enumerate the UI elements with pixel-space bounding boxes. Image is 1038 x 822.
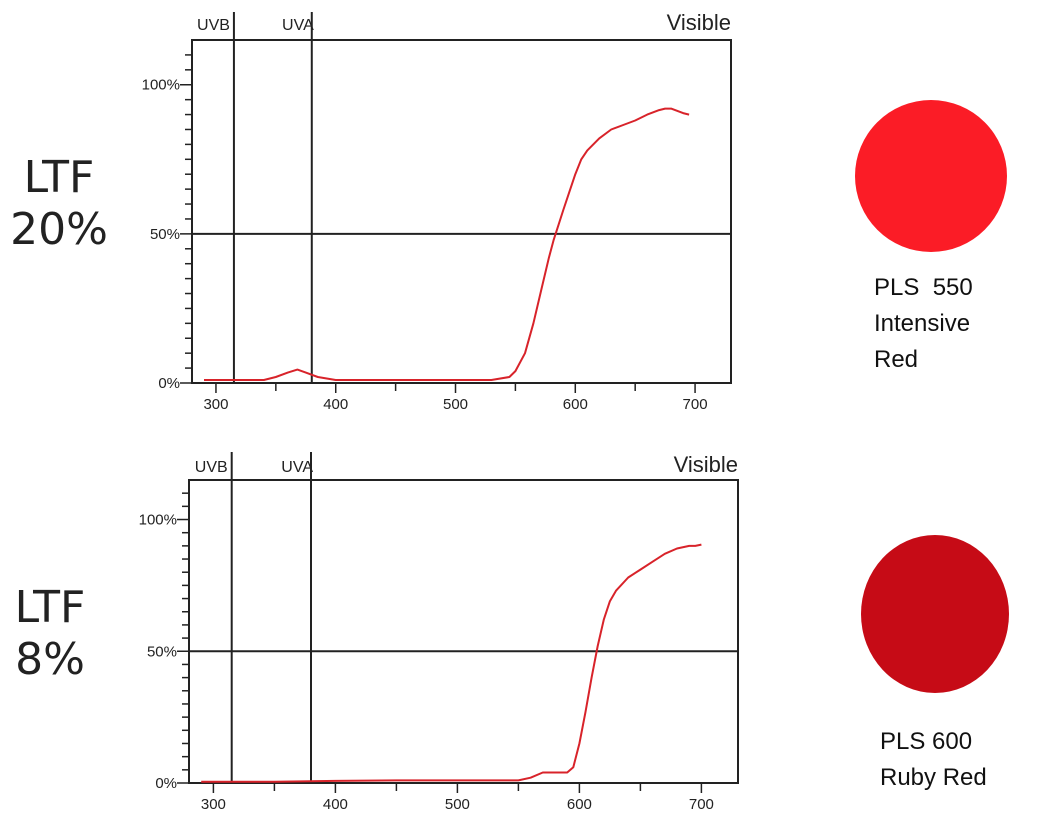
band-label-uvb: UVB — [197, 17, 230, 34]
y-tick-label: 50% — [147, 643, 177, 660]
color-swatch-1 — [855, 100, 1007, 252]
x-tick-label: 700 — [689, 796, 714, 813]
film-name-2a: Ruby Red — [880, 764, 987, 791]
band-label-uvb: UVB — [195, 459, 228, 476]
film-name-1b: Red — [874, 346, 919, 373]
transmission-series-line — [204, 107, 690, 381]
film-label-2: PLS 600 Ruby Red — [880, 724, 987, 796]
band-label-uva: UVA — [282, 17, 314, 34]
chart-frame — [191, 39, 732, 384]
x-tick-label: 400 — [323, 796, 348, 813]
x-tick-label: 700 — [683, 396, 708, 413]
y-tick-label: 0% — [155, 775, 177, 792]
ltf-label-1: LTF 20% — [0, 152, 118, 256]
x-tick-label: 600 — [567, 796, 592, 813]
x-tick-label: 300 — [201, 796, 226, 813]
y-tick-label: 0% — [158, 375, 180, 392]
band-label-visible: Visible — [674, 452, 738, 477]
y-tick-label: 50% — [150, 226, 180, 243]
ltf-value-2: 8% — [15, 634, 85, 685]
chart-1-group: 0% 50% 100% 300 400 500 600 700 UVB UVA Visible — [142, 10, 732, 413]
band-label-visible: Visible — [667, 10, 731, 35]
chart-2-group: 0% 50% 100% 300 400 500 600 700 UVB UVA Visible — [139, 452, 739, 813]
x-tick-label: 400 — [323, 396, 348, 413]
ltf-title-2: LTF — [14, 582, 86, 633]
ltf-label-2: LTF 8% — [0, 582, 100, 686]
ltf-title-1: LTF — [23, 152, 95, 203]
x-tick-label: 600 — [563, 396, 588, 413]
band-label-uva: UVA — [281, 459, 313, 476]
color-swatch-2 — [861, 535, 1009, 693]
film-code-1: PLS 550 — [874, 274, 973, 301]
y-tick-label: 100% — [142, 77, 180, 94]
x-tick-label: 500 — [445, 796, 470, 813]
film-label-1: PLS 550 Intensive Red — [874, 270, 973, 378]
x-tick-label: 300 — [203, 396, 228, 413]
transmission-series-line — [201, 543, 702, 783]
x-tick-label: 500 — [443, 396, 468, 413]
chart-frame — [188, 479, 739, 784]
ltf-value-1: 20% — [10, 204, 108, 255]
film-name-1a: Intensive — [874, 310, 971, 337]
film-code-2: PLS 600 — [880, 728, 973, 755]
y-tick-label: 100% — [139, 512, 177, 529]
